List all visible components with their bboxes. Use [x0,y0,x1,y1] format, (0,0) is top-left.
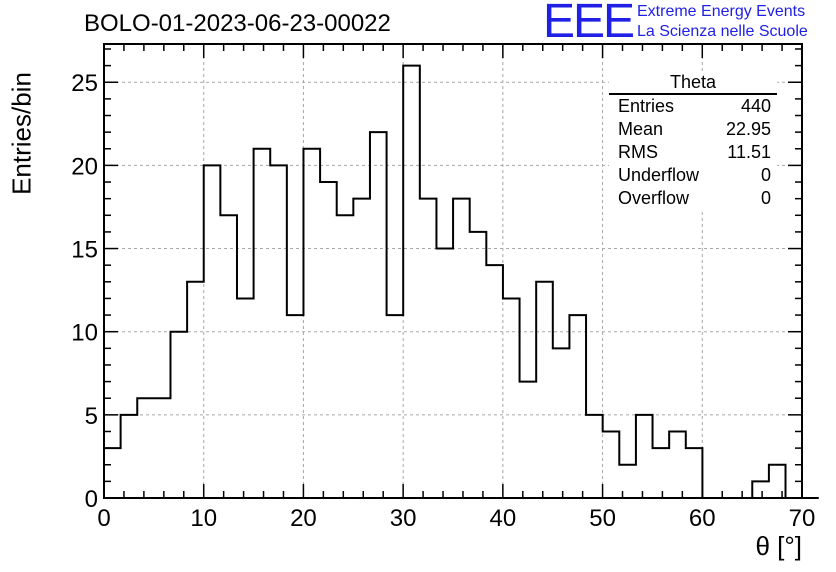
x-tick-label: 30 [390,505,417,532]
histogram-bin [187,282,204,498]
histogram-bin [137,398,154,498]
y-tick-label: 20 [71,153,98,180]
stats-value: 0 [760,188,771,208]
x-tick-label: 0 [97,505,110,532]
histogram-bin [453,199,470,498]
histogram-bin [520,382,537,498]
histogram-bin [104,448,121,498]
x-tick-label: 20 [290,505,317,532]
x-axis-label: θ [°] [755,531,802,561]
y-tick-label: 15 [71,237,98,264]
histogram-bin [619,465,636,498]
stats-label: Entries [618,96,675,116]
histogram-bin [669,431,686,498]
histogram-bin [287,315,304,498]
stats-label: Overflow [618,188,690,208]
histogram-bin [536,282,553,498]
stats-row-entries: Entries 440 [609,95,777,118]
stats-value: 0 [760,165,771,185]
histogram-bin [387,315,404,498]
histogram-bin [403,66,420,498]
stats-box: Theta Entries 440 Mean 22.95 RMS 11.51 U… [609,71,777,210]
histogram-bin [586,415,603,498]
plot-frame [103,43,803,499]
histogram-bin [686,448,703,498]
histogram-bin [220,215,237,498]
stats-value: 22.95 [725,119,771,139]
stats-row-mean: Mean 22.95 [609,118,777,141]
histogram-bin [337,215,354,498]
histogram-bin [303,149,320,498]
y-tick-label: 25 [71,70,98,97]
histogram-bin [154,398,171,498]
stats-label: RMS [618,142,658,162]
eee-logo: EEE [543,0,635,48]
histogram-bin [752,481,769,498]
stats-row-overflow: Overflow 0 [609,187,777,210]
histogram-bin [486,265,503,498]
histogram-bin [121,415,138,498]
histogram-bin [420,199,437,498]
stats-row-rms: RMS 11.51 [609,141,777,164]
histogram-bin [353,199,370,498]
histogram-bin [370,132,387,498]
y-tick-label: 10 [71,320,98,347]
histogram-bin [470,232,487,498]
logo-line-2: La Scienza nelle Scuole [637,23,808,40]
logo-line-1: Extreme Energy Events [637,3,806,20]
y-axis-label-text: Entries/bin [6,72,37,195]
histogram-bin [503,298,520,498]
histogram-bin [653,448,670,498]
histogram-bin [320,182,337,498]
stats-label: Underflow [618,165,700,185]
stats-title: Theta [609,71,777,95]
stats-label: Mean [618,119,664,139]
histogram-series [103,64,819,499]
y-tick-label: 5 [85,403,98,430]
histogram-bin [769,465,786,498]
histogram-bin [170,332,187,498]
x-tick-label: 70 [789,505,816,532]
histogram-bin [436,249,453,498]
histogram-bin [254,149,271,498]
histogram-bin [237,298,254,498]
histogram-bin [204,165,221,498]
stats-row-underflow: Underflow 0 [609,164,777,187]
x-tick-label: 40 [490,505,517,532]
histogram-bin [569,315,586,498]
chart-title: BOLO-01-2023-06-23-00022 [84,10,391,37]
histogram-bin [603,431,620,498]
x-tick-label: 50 [589,505,616,532]
histogram-bin [636,415,653,498]
histogram-bin [270,165,287,498]
stats-value: 440 [740,96,771,116]
x-tick-label: 60 [689,505,716,532]
histogram-bin [553,348,570,498]
stats-value: 11.51 [727,142,771,162]
x-tick-label: 10 [190,505,217,532]
y-tick-label: 0 [85,486,98,513]
